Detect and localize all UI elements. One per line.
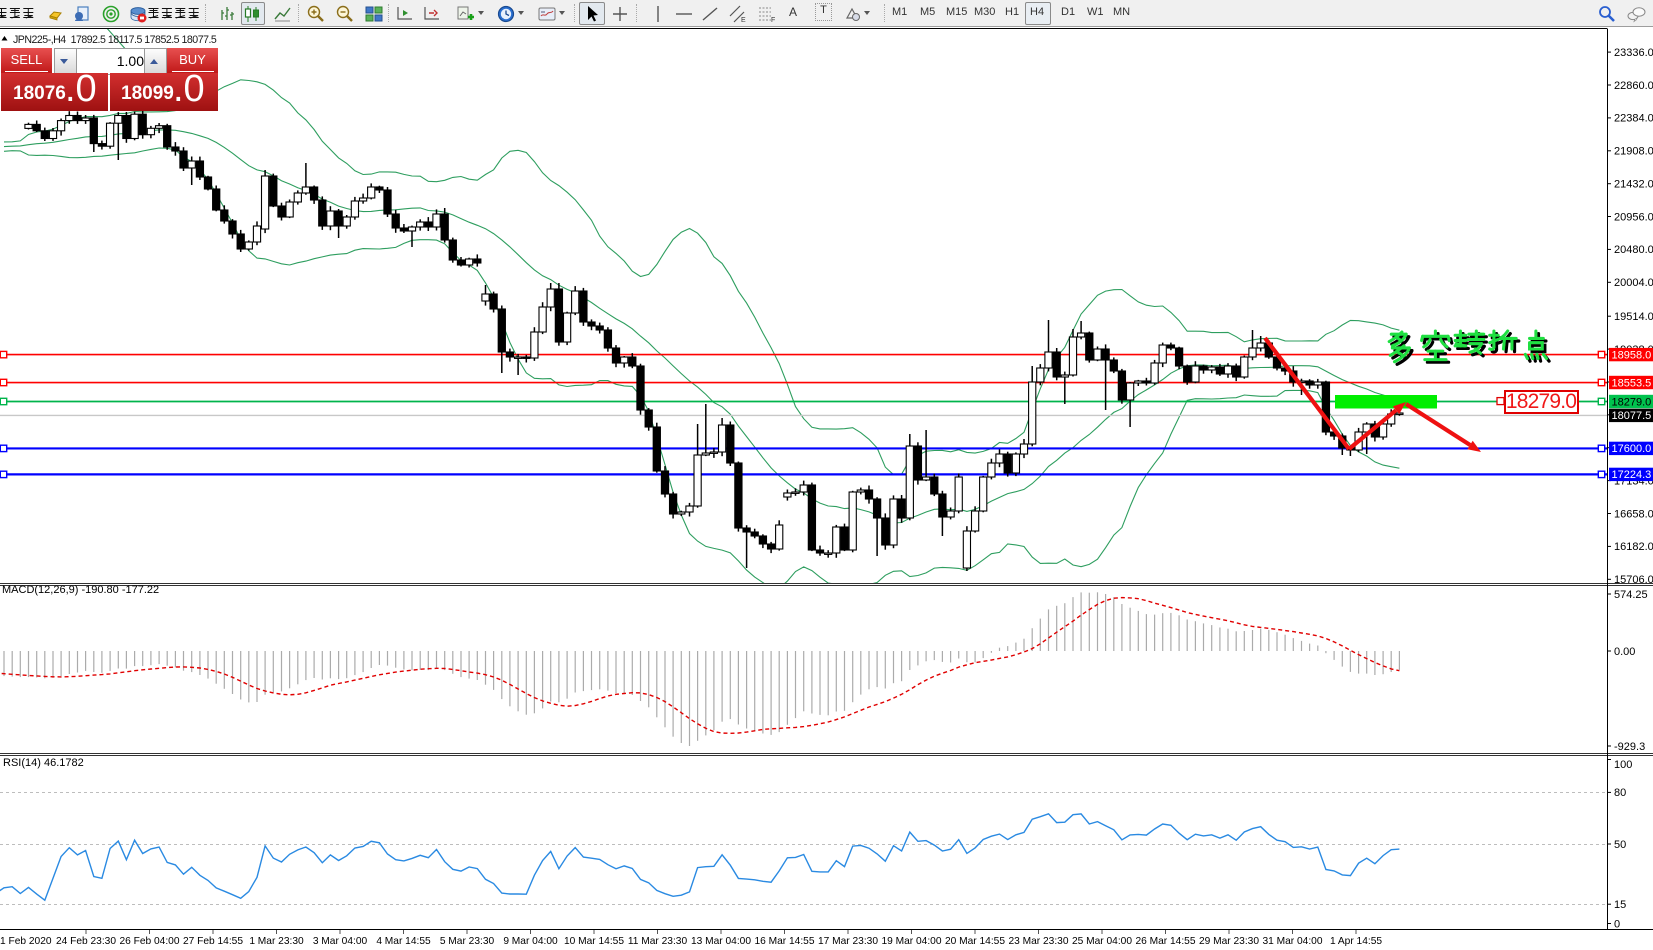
svg-text:20004.0: 20004.0 <box>1614 277 1653 289</box>
svg-text:1 Apr 14:55: 1 Apr 14:55 <box>1330 936 1382 947</box>
svg-text:19 Mar 04:00: 19 Mar 04:00 <box>881 936 941 947</box>
svg-text:17 Mar 23:30: 17 Mar 23:30 <box>818 936 878 947</box>
svg-text:20956.0: 20956.0 <box>1614 211 1653 223</box>
svg-text:18077.5: 18077.5 <box>1612 410 1652 422</box>
svg-text:16658.0: 16658.0 <box>1614 508 1653 520</box>
svg-text:23 Mar 23:30: 23 Mar 23:30 <box>1008 936 1068 947</box>
svg-text:1 Feb 2020: 1 Feb 2020 <box>0 936 52 947</box>
svg-text:17224.3: 17224.3 <box>1612 469 1652 481</box>
svg-text:25 Mar 04:00: 25 Mar 04:00 <box>1072 936 1132 947</box>
svg-text:F: F <box>771 17 775 24</box>
svg-text:13 Mar 04:00: 13 Mar 04:00 <box>691 936 751 947</box>
svg-text:4 Mar 14:55: 4 Mar 14:55 <box>376 936 431 947</box>
svg-text:10 Mar 14:55: 10 Mar 14:55 <box>564 936 624 947</box>
svg-text:15: 15 <box>1614 899 1626 911</box>
svg-text:16 Mar 14:55: 16 Mar 14:55 <box>754 936 814 947</box>
svg-text:11 Mar 23:30: 11 Mar 23:30 <box>628 936 688 947</box>
svg-text:15706.0: 15706.0 <box>1614 574 1653 586</box>
svg-text:3 Mar 04:00: 3 Mar 04:00 <box>313 936 368 947</box>
svg-text:E: E <box>741 17 746 24</box>
svg-text:18553.5: 18553.5 <box>1612 377 1652 389</box>
svg-text:23336.0: 23336.0 <box>1614 47 1653 59</box>
svg-text:17600.0: 17600.0 <box>1612 443 1652 455</box>
svg-text:20 Mar 14:55: 20 Mar 14:55 <box>945 936 1005 947</box>
svg-text:18958.0: 18958.0 <box>1612 349 1652 361</box>
svg-text:21432.0: 21432.0 <box>1614 179 1653 191</box>
svg-text:26 Mar 14:55: 26 Mar 14:55 <box>1135 936 1195 947</box>
svg-text:22860.0: 22860.0 <box>1614 80 1653 92</box>
svg-text:80: 80 <box>1614 787 1626 799</box>
svg-text:5 Mar 23:30: 5 Mar 23:30 <box>440 936 495 947</box>
svg-text:0: 0 <box>1614 918 1620 930</box>
svg-text:29 Mar 23:30: 29 Mar 23:30 <box>1199 936 1259 947</box>
svg-text:21908.0: 21908.0 <box>1614 146 1653 158</box>
svg-text:24 Feb 23:30: 24 Feb 23:30 <box>56 936 116 947</box>
svg-text:20480.0: 20480.0 <box>1614 244 1653 256</box>
svg-text:9 Mar 04:00: 9 Mar 04:00 <box>503 936 558 947</box>
svg-text:50: 50 <box>1614 839 1626 851</box>
svg-text:19514.0: 19514.0 <box>1614 311 1653 323</box>
svg-text:100: 100 <box>1614 759 1632 771</box>
svg-text:574.25: 574.25 <box>1614 589 1648 601</box>
svg-text:-929.3: -929.3 <box>1614 741 1645 753</box>
svg-text:0.00: 0.00 <box>1614 646 1635 658</box>
svg-text:27 Feb 14:55: 27 Feb 14:55 <box>183 936 243 947</box>
svg-text:16182.0: 16182.0 <box>1614 541 1653 553</box>
svg-text:1 Mar 23:30: 1 Mar 23:30 <box>249 936 304 947</box>
svg-text:26 Feb 04:00: 26 Feb 04:00 <box>119 936 179 947</box>
svg-text:18279.0: 18279.0 <box>1612 396 1652 408</box>
svg-text:31 Mar 04:00: 31 Mar 04:00 <box>1262 936 1322 947</box>
svg-text:22384.0: 22384.0 <box>1614 113 1653 125</box>
